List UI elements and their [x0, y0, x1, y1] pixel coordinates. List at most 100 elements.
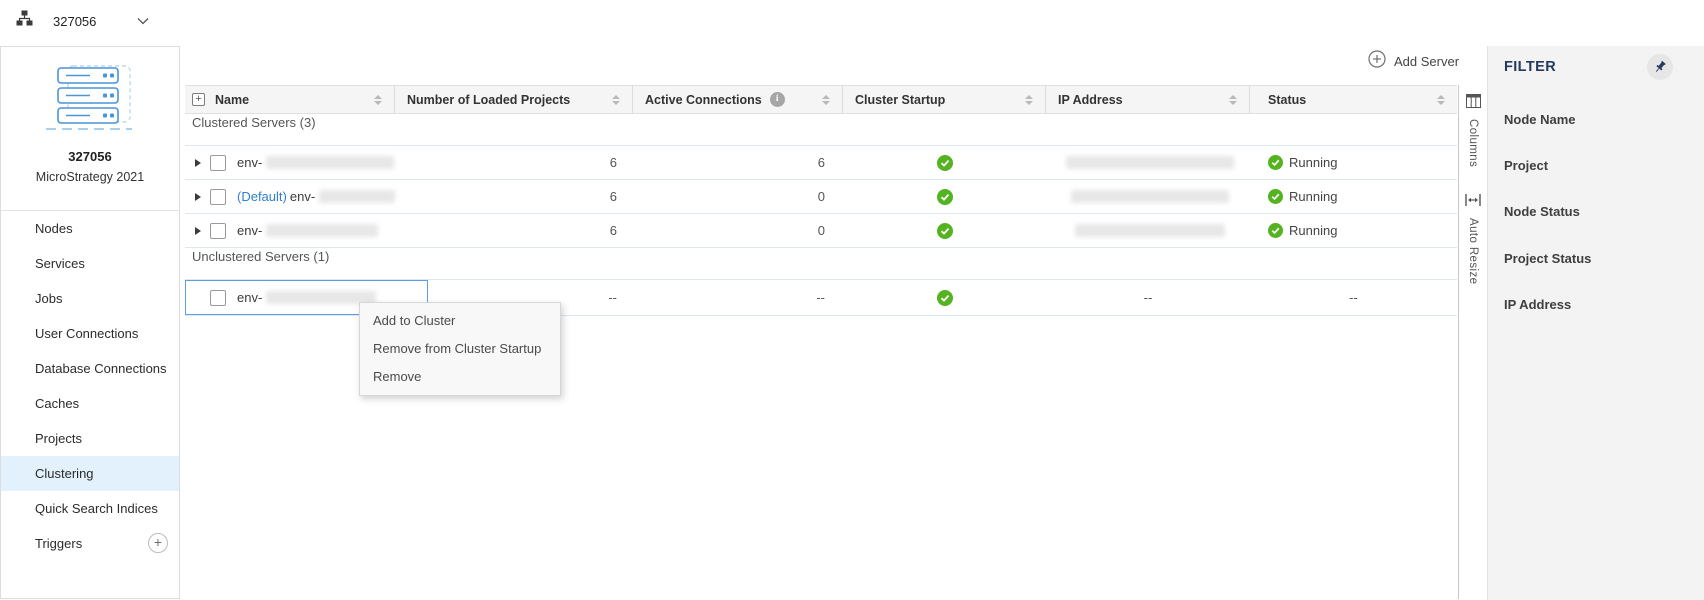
add-trigger-button[interactable]: +: [148, 533, 168, 553]
sort-icon[interactable]: [1437, 94, 1445, 105]
table-row[interactable]: (Default) env- 6 0 Running: [185, 180, 1457, 214]
column-header-name[interactable]: + Name: [185, 86, 395, 113]
cluster-startup-enabled-icon: [936, 289, 953, 306]
status-text: Running: [1289, 155, 1338, 170]
column-label: Active Connections: [645, 92, 762, 107]
sidebar-item-projects[interactable]: Projects: [35, 431, 82, 446]
expand-all-icon[interactable]: +: [192, 93, 205, 106]
sort-icon[interactable]: [612, 94, 620, 105]
status-text: --: [1349, 290, 1358, 305]
chevron-down-icon: [137, 12, 149, 30]
top-bar: 327056: [0, 0, 1704, 46]
sidebar-item-triggers-label: Triggers: [35, 536, 83, 551]
expand-caret-icon[interactable]: [195, 158, 201, 167]
active-connections-value: 6: [817, 155, 825, 170]
columns-label: Columns: [1467, 119, 1479, 168]
status-text: Running: [1289, 223, 1338, 238]
table-row[interactable]: env- 6 0 Running: [185, 214, 1457, 248]
loaded-projects-value: 6: [609, 189, 617, 204]
table-side-toolbar: Columns Auto Resize: [1458, 85, 1487, 599]
status-running-icon: [1268, 223, 1283, 238]
sidebar-item-jobs[interactable]: Jobs: [35, 291, 63, 306]
server-name-cell: env-: [185, 280, 395, 315]
sidebar-item-user-connections[interactable]: User Connections: [35, 326, 139, 341]
redacted-ip-address: [1066, 156, 1234, 169]
sidebar-item-caches[interactable]: Caches: [35, 396, 80, 411]
filter-field-ip-address[interactable]: IP Address: [1504, 297, 1572, 313]
column-header-active-connections[interactable]: Active Connections i: [633, 86, 843, 113]
pin-filter-panel-button[interactable]: [1647, 54, 1673, 80]
environment-selector[interactable]: 327056: [16, 10, 149, 32]
cluster-startup-enabled-icon: [936, 188, 953, 205]
auto-resize-button[interactable]: Auto Resize: [1459, 193, 1487, 285]
menu-item-add-to-cluster[interactable]: Add to Cluster: [373, 313, 456, 328]
server-name-cell: env-: [185, 214, 395, 247]
active-connections-value: --: [816, 290, 825, 305]
columns-icon: [1465, 94, 1481, 113]
server-name-cell: env-: [185, 146, 395, 179]
server-profile-card: 327056 MicroStrategy 2021: [1, 47, 179, 210]
row-checkbox[interactable]: [210, 154, 226, 171]
sidebar-item-clustering[interactable]: Clustering: [1, 456, 179, 491]
redacted-server-name: [266, 156, 395, 169]
sort-icon[interactable]: [374, 94, 382, 105]
add-server-button[interactable]: Add Server: [1368, 49, 1460, 72]
info-icon[interactable]: i: [769, 92, 785, 107]
active-connections-value: 0: [817, 189, 825, 204]
menu-item-remove-from-cluster-startup[interactable]: Remove from Cluster Startup: [373, 341, 542, 356]
table-header-row: + Name Number of Loaded Projects Active …: [185, 85, 1457, 114]
server-name-text: env-: [237, 290, 263, 305]
column-label: Cluster Startup: [855, 92, 946, 107]
hierarchy-icon: [16, 10, 33, 32]
redacted-ip-address: [1075, 224, 1225, 237]
sort-icon[interactable]: [1025, 94, 1033, 105]
sidebar-item-nodes[interactable]: Nodes: [35, 221, 73, 236]
sidebar-item-triggers[interactable]: Triggers +: [1, 526, 179, 561]
filter-panel: FILTER Node Name Project Node Status Pro…: [1487, 46, 1704, 600]
column-label: Number of Loaded Projects: [407, 92, 571, 107]
active-connections-value: 0: [817, 223, 825, 238]
sort-icon[interactable]: [822, 94, 830, 105]
sort-icon[interactable]: [1229, 94, 1237, 105]
filter-field-node-name[interactable]: Node Name: [1504, 111, 1576, 127]
row-checkbox[interactable]: [210, 222, 226, 239]
cluster-startup-enabled-icon: [936, 222, 953, 239]
table-row[interactable]: env- 6 6 Running: [185, 146, 1457, 180]
column-header-cluster-startup[interactable]: Cluster Startup: [843, 86, 1046, 113]
group-label: Clustered Servers (3): [192, 115, 316, 130]
expand-caret-icon[interactable]: [195, 226, 201, 235]
redacted-server-name: [319, 190, 395, 203]
server-name: 327056: [68, 149, 112, 164]
pin-icon: [1656, 61, 1666, 72]
column-header-loaded-projects[interactable]: Number of Loaded Projects: [395, 86, 633, 113]
column-label: Status: [1268, 92, 1307, 107]
columns-button[interactable]: Columns: [1459, 94, 1487, 167]
status-running-icon: [1268, 189, 1283, 204]
status-running-icon: [1268, 155, 1283, 170]
loaded-projects-value: 6: [609, 155, 617, 170]
ip-address-value: --: [1143, 290, 1153, 305]
column-header-ip-address[interactable]: IP Address: [1046, 86, 1250, 113]
group-header-unclustered: Unclustered Servers (1): [185, 248, 1457, 280]
redacted-server-name: [266, 291, 377, 304]
expand-caret-icon[interactable]: [195, 192, 201, 201]
server-stack-illustration: [40, 60, 140, 143]
column-header-status[interactable]: Status: [1250, 86, 1457, 113]
loaded-projects-value: 6: [609, 223, 617, 238]
row-checkbox[interactable]: [210, 188, 226, 205]
filter-field-project[interactable]: Project: [1504, 158, 1549, 174]
add-server-label: Add Server: [1394, 53, 1460, 69]
row-checkbox[interactable]: [210, 289, 226, 306]
group-header-clustered: Clustered Servers (3): [185, 114, 1457, 146]
menu-item-remove[interactable]: Remove: [373, 369, 422, 384]
sidebar-item-database-connections[interactable]: Database Connections: [35, 361, 167, 376]
context-menu: Add to Cluster Remove from Cluster Start…: [359, 302, 561, 396]
filter-field-node-status[interactable]: Node Status: [1504, 204, 1580, 220]
sidebar-item-quick-search-indices[interactable]: Quick Search Indices: [35, 501, 158, 516]
sidebar-item-services[interactable]: Services: [35, 256, 85, 271]
column-label: IP Address: [1058, 92, 1123, 107]
server-name-text: env-: [237, 223, 263, 238]
cluster-startup-enabled-icon: [936, 154, 953, 171]
filter-field-project-status[interactable]: Project Status: [1504, 250, 1592, 266]
sidebar: 327056 MicroStrategy 2021 Nodes Services…: [0, 46, 180, 599]
